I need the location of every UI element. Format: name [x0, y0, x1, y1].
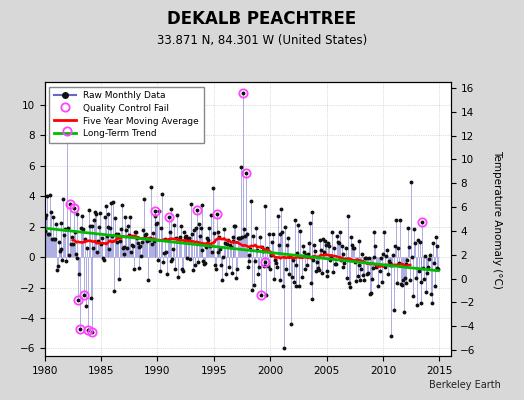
Legend: Raw Monthly Data, Quality Control Fail, Five Year Moving Average, Long-Term Tren: Raw Monthly Data, Quality Control Fail, … [49, 86, 204, 143]
Text: Berkeley Earth: Berkeley Earth [429, 380, 500, 390]
Text: DEKALB PEACHTREE: DEKALB PEACHTREE [167, 10, 357, 28]
Y-axis label: Temperature Anomaly (°C): Temperature Anomaly (°C) [493, 150, 503, 288]
Text: 33.871 N, 84.301 W (United States): 33.871 N, 84.301 W (United States) [157, 34, 367, 47]
